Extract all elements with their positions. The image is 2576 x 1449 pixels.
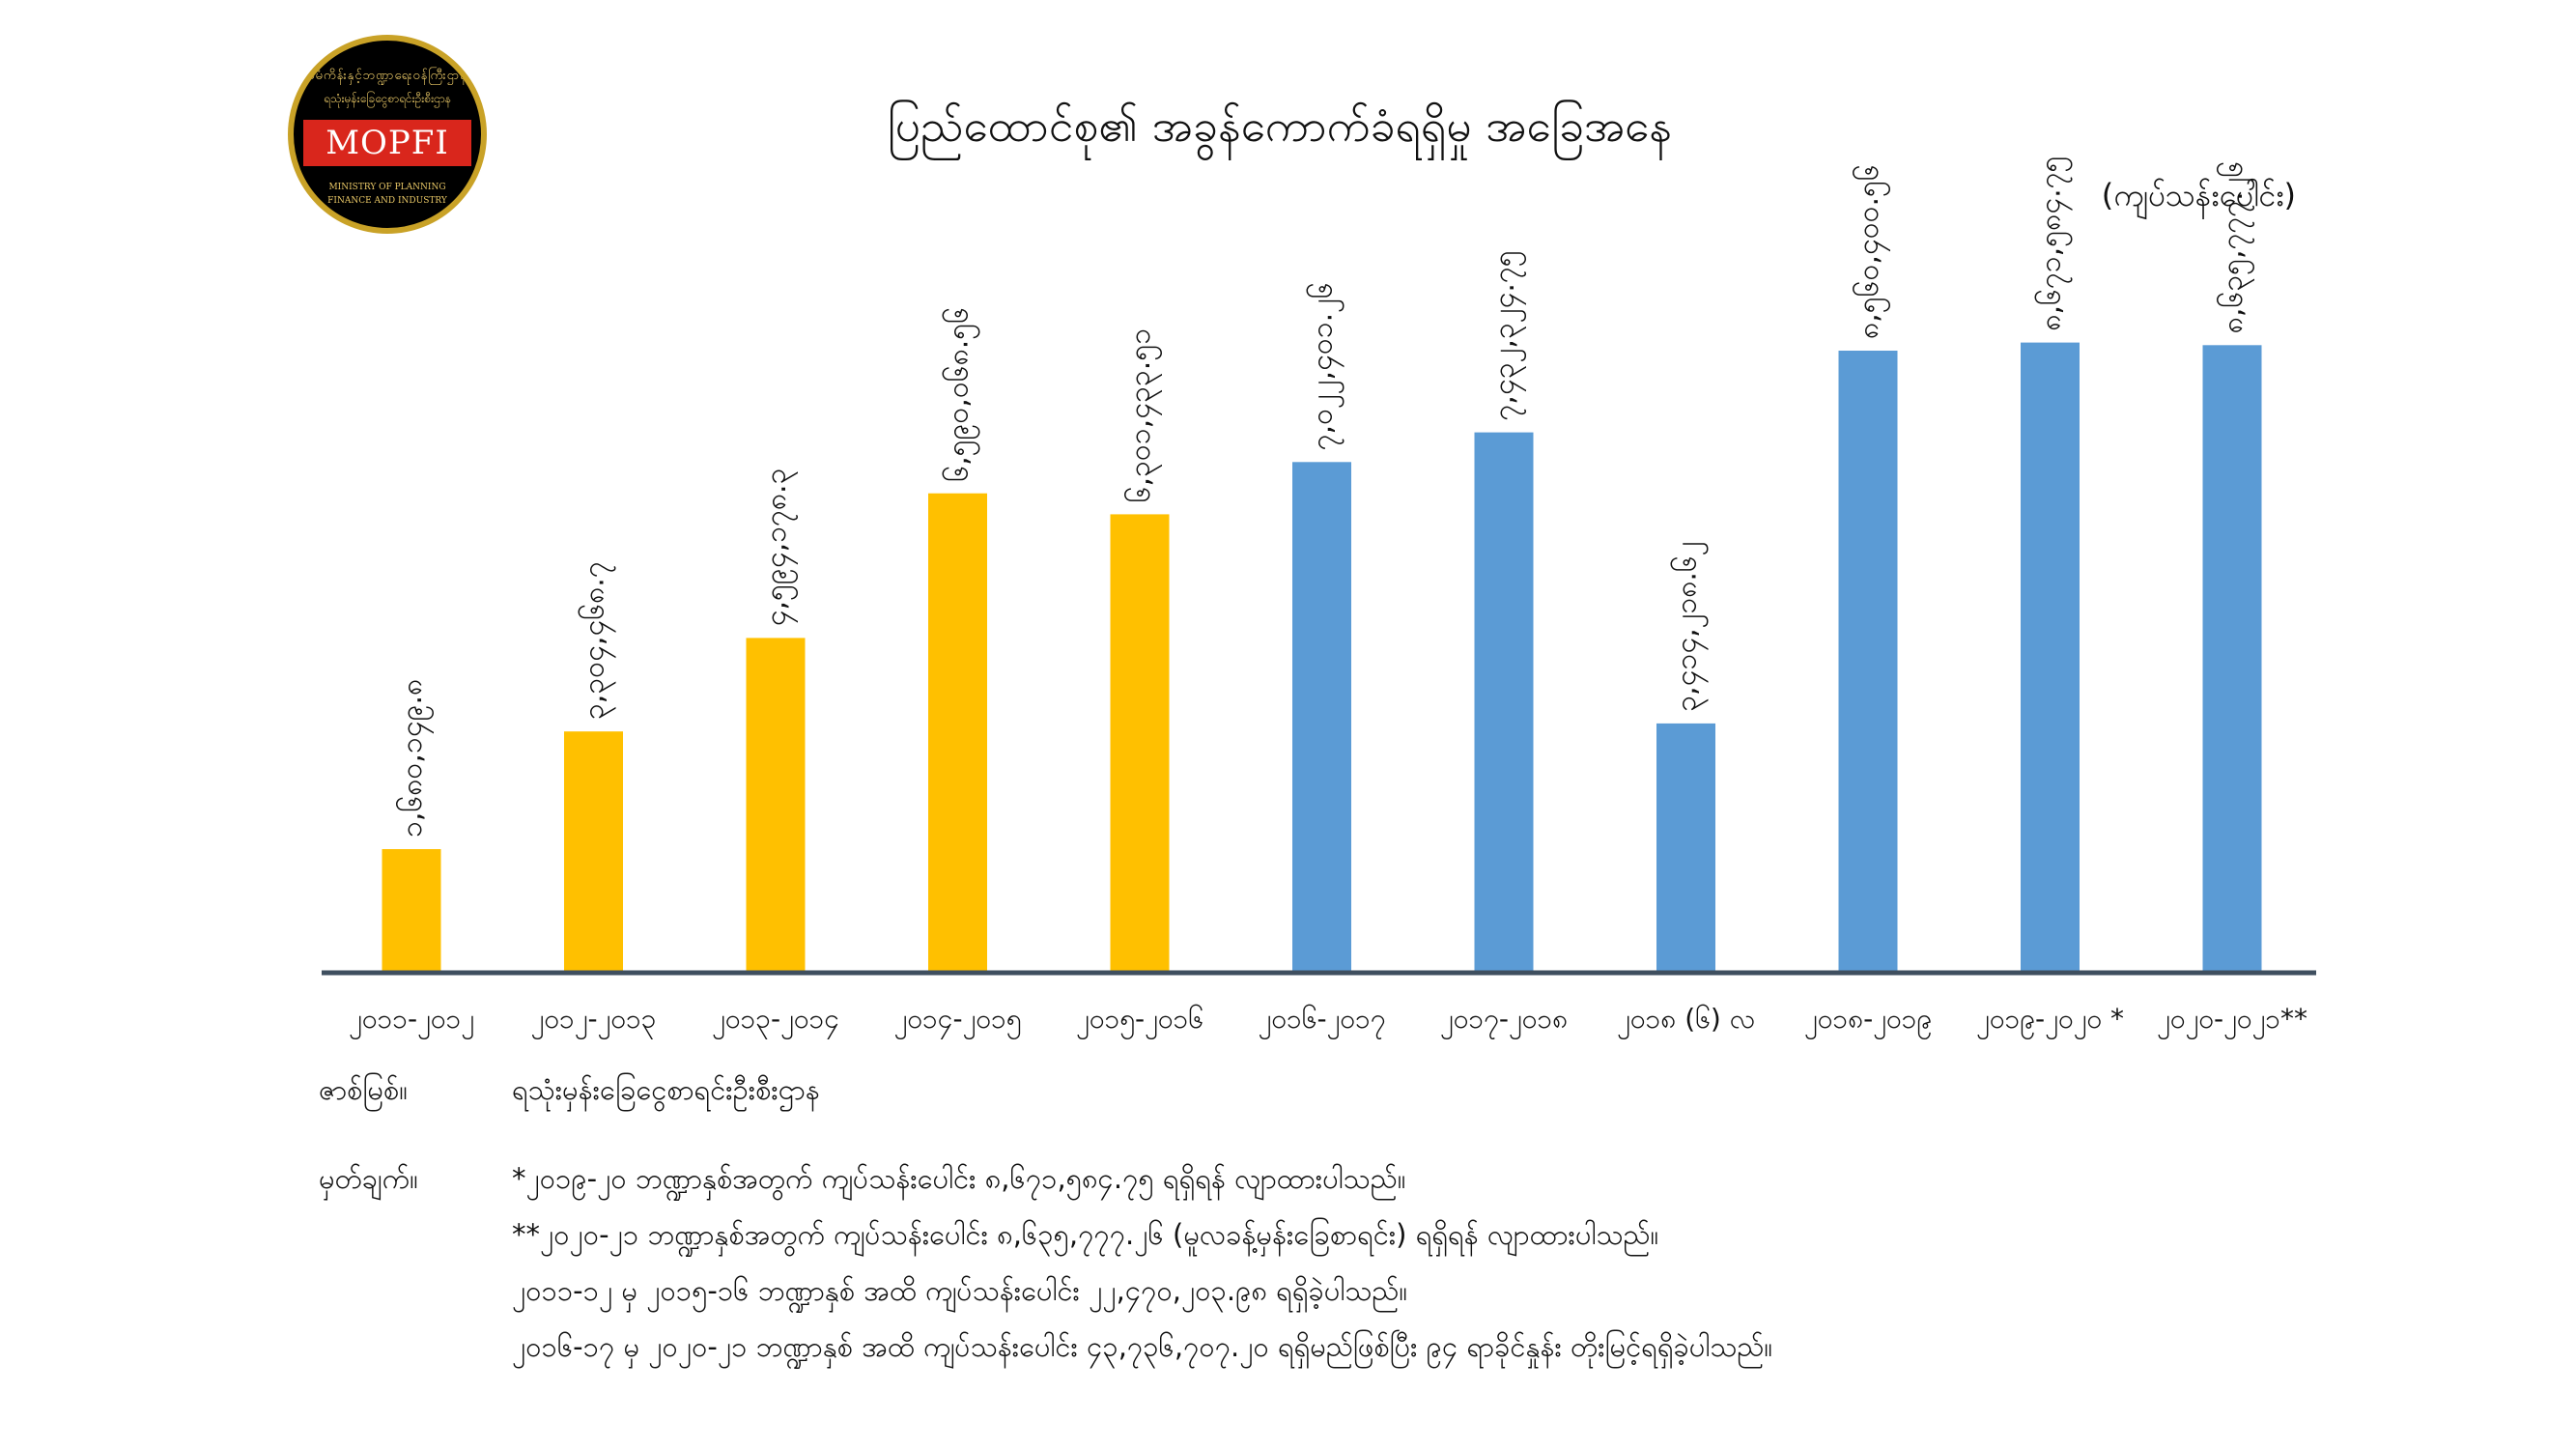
data-label: ၁,၆၈၀,၁၄၉.၈ xyxy=(394,679,435,838)
data-label: ၄,၅၉၄,၁၇၈.၃ xyxy=(759,469,799,627)
logo-script-mid: ရသုံးမှန်းခြေငွေစာရင်းဦးစီးဌာန xyxy=(324,92,451,105)
note-line: **၂၀၂၀-၂၁ ဘဏ္ဍာနှစ်အတွက် ကျပ်သန်းပေါင်း … xyxy=(512,1218,1659,1251)
logo-subtitle-line2: FINANCE AND INDUSTRY xyxy=(327,196,447,206)
data-label: ၇,၄၃၂,၃၂၄.၇၅ xyxy=(1487,250,1527,420)
bar xyxy=(382,849,441,971)
logo-subtitle: MINISTRY OF PLANNING FINANCE AND INDUSTR… xyxy=(294,181,481,208)
source-label: ဇာစ်မြစ်။ xyxy=(319,1073,409,1106)
bar xyxy=(1838,351,1898,971)
category-label: ၂၀၁၈ (၆) လ xyxy=(1617,1002,1755,1040)
bar xyxy=(1292,462,1351,971)
category-label: ၂၀၁၂-၂၀၁၃ xyxy=(530,1003,656,1040)
data-label: ၆,၅၉၀,၀၆၈.၅၆ xyxy=(941,307,981,482)
note-line: ၂၀၁၆-၁၇ မှ ၂၀၂၀-၂၁ ဘဏ္ဍာနှစ် အထိ ကျပ်သန်… xyxy=(512,1330,1773,1363)
unit-label: (ကျပ်သန်းပေါင်း) xyxy=(2101,177,2296,213)
mopfi-logo: စီမံကိန်းနှင့်ဘဏ္ဍာရေးဝန်ကြီးဌာန ရသုံးမှ… xyxy=(288,35,487,234)
logo-acronym: MOPFI xyxy=(303,120,471,166)
bar xyxy=(746,638,806,971)
data-label: ၃,၃၀၄,၄၆၈.၇ xyxy=(577,561,617,720)
note-line: *၂၀၁၉-၂၀ ဘဏ္ဍာနှစ်အတွက် ကျပ်သန်းပေါင်း ၈… xyxy=(512,1162,1406,1195)
data-label: ၇,၀၂၂,၄၀၁.၂၆ xyxy=(1305,282,1345,450)
note-line: ၂၀၁၁-၁၂ မှ ၂၀၁၅-၁၆ ဘဏ္ဍာနှစ် အထိ ကျပ်သန်… xyxy=(512,1274,1408,1307)
category-label: ၂၀၁၇-၂၀၁၈ xyxy=(1440,1003,1568,1040)
category-label: ၂၀၁၆-၂၀၁၇ xyxy=(1258,1002,1385,1040)
bar xyxy=(564,731,623,971)
bar xyxy=(928,493,987,971)
category-label: ၂၀၂၀-၂၀၂၁** xyxy=(2157,1003,2307,1040)
category-label: ၂၀၁၉-၂၀၂၀ * xyxy=(1976,1003,2124,1040)
data-label: ၈,၆၃၅,၇၇၇.၂၆ xyxy=(2215,161,2255,334)
logo-subtitle-line1: MINISTRY OF PLANNING xyxy=(328,183,446,192)
remarks-label: မှတ်ချက်။ xyxy=(319,1162,418,1195)
category-label: ၂၀၁၈-၂၀၁၉ xyxy=(1804,1003,1932,1040)
category-label: ၂၀၁၄-၂၀၁၅ xyxy=(893,1003,1021,1040)
logo-script-top: စီမံကိန်းနှင့်ဘဏ္ဍာရေးဝန်ကြီးဌာန xyxy=(307,69,467,83)
data-label: ၃,၄၁၄,၂၁၈.၆၂ xyxy=(1669,541,1710,711)
bar xyxy=(1474,432,1534,972)
bar xyxy=(2202,345,2262,971)
bar xyxy=(2021,342,2080,972)
bar xyxy=(1110,514,1170,971)
chart-title: ပြည်ထောင်စု၏ အခွန်ကောက်ခံရရှိမှု အခြေအနေ xyxy=(888,99,1672,152)
data-label: ၈,၆၇၁,၅၈၄.၇၅ xyxy=(2033,156,2074,331)
category-label: ၂၀၁၃-၂၀၁၄ xyxy=(712,1003,839,1040)
category-label: ၂၀၁၅-၂၀၁၆ xyxy=(1076,1002,1203,1040)
data-label: ၈,၅၆၀,၄၀၀.၅၆ xyxy=(1851,164,1891,339)
source-text: ရသုံးမှန်းခြေငွေစာရင်းဦးစီးဌာန xyxy=(512,1073,820,1106)
bar xyxy=(1656,723,1715,971)
data-label: ၆,၃၀၁,၄၃၃.၅၁ xyxy=(1122,328,1163,502)
category-label: ၂၀၁၁-၂၀၁၂ xyxy=(349,1003,474,1040)
